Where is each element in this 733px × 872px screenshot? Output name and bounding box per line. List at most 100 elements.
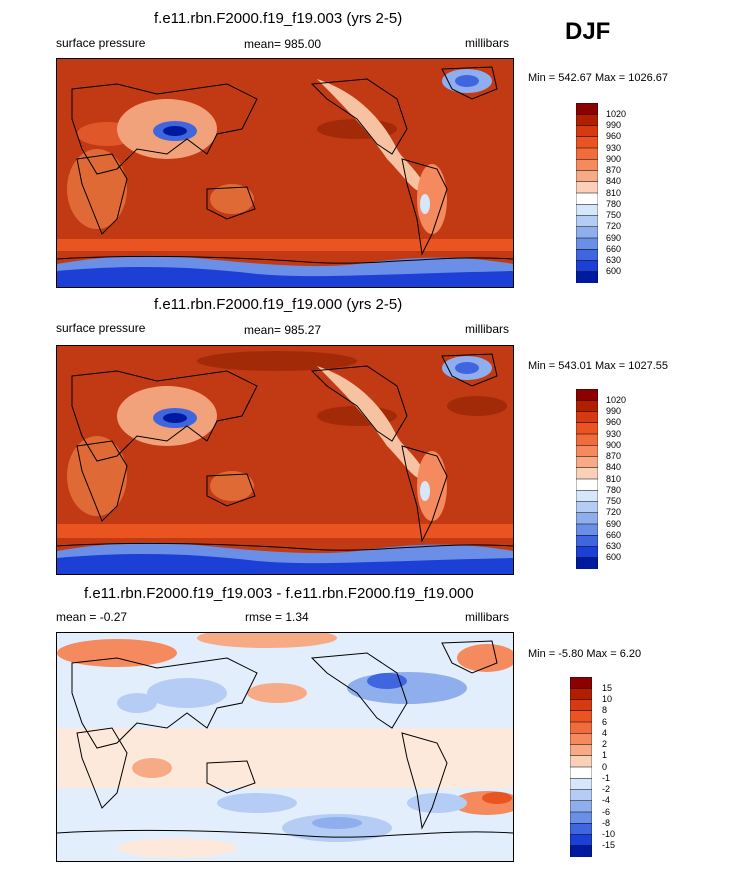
colorbar-swatch: [576, 433, 598, 446]
colorbar-swatch: [576, 249, 598, 262]
colorbar-swatch: [576, 557, 598, 569]
colorbar-label: 660: [606, 530, 622, 540]
colorbar-label: 750: [606, 210, 622, 220]
colorbar-swatch: [576, 411, 598, 424]
colorbar-label: 8: [602, 705, 608, 715]
colorbar-swatch: [570, 778, 592, 791]
panel1-mean-label: mean= 985.00: [244, 37, 322, 51]
colorbar-label: 840: [606, 462, 622, 472]
panel1-title: f.e11.rbn.F2000.f19_f19.003 (yrs 2-5): [154, 10, 403, 27]
colorbar-swatch: [570, 733, 592, 746]
colorbar-label: 15: [602, 683, 613, 693]
panel2-colorbar-swatches: [576, 389, 598, 569]
colorbar-label: 660: [606, 244, 622, 254]
panel3-colorbar-swatches: [570, 677, 592, 857]
colorbar-swatch: [576, 147, 598, 160]
colorbar-swatch: [570, 677, 592, 689]
colorbar-label: -4: [602, 795, 611, 805]
colorbar-swatch: [576, 226, 598, 239]
colorbar-label: 600: [606, 552, 622, 562]
colorbar-label: 2: [602, 739, 608, 749]
colorbar-swatch: [576, 114, 598, 127]
colorbar-swatch: [576, 260, 598, 273]
colorbar-label: 990: [606, 120, 622, 130]
panel1-colorbar: 1020 990 960 930 900 870 840 810 780 750…: [576, 103, 626, 283]
colorbar-label: 990: [606, 406, 622, 416]
colorbar-swatch: [570, 800, 592, 813]
colorbar-label: 780: [606, 199, 622, 209]
colorbar-label: 1: [602, 750, 608, 760]
colorbar-swatch: [576, 501, 598, 514]
panel2-map-field: [57, 346, 513, 574]
colorbar-swatch: [576, 192, 598, 205]
colorbar-swatch: [570, 721, 592, 734]
colorbar-swatch: [576, 490, 598, 503]
colorbar-label: 1020: [606, 109, 627, 119]
colorbar-swatch: [576, 170, 598, 183]
colorbar-label: -6: [602, 807, 611, 817]
colorbar-label: 0: [602, 762, 608, 772]
panel2-variable-label: surface pressure: [56, 321, 146, 335]
colorbar-swatch: [576, 125, 598, 138]
colorbar-swatch: [576, 523, 598, 536]
colorbar-swatch: [570, 834, 592, 847]
colorbar-swatch: [576, 535, 598, 548]
colorbar-swatch: [570, 744, 592, 757]
colorbar-label: 900: [606, 154, 622, 164]
colorbar-label: 4: [602, 728, 608, 738]
colorbar-swatch: [570, 845, 592, 857]
colorbar-label: 720: [606, 507, 622, 517]
panel1-minmax: Min = 542.67 Max = 1026.67: [528, 72, 669, 84]
colorbar-label: 960: [606, 131, 622, 141]
panel3-title: f.e11.rbn.F2000.f19_f19.003 - f.e11.rbn.…: [84, 585, 474, 602]
panel3-units-label: millibars: [465, 610, 510, 624]
panel2-title: f.e11.rbn.F2000.f19_f19.000 (yrs 2-5): [154, 296, 403, 313]
panel3-minmax: Min = -5.80 Max = 6.20: [528, 648, 642, 660]
colorbar-label: -1: [602, 773, 611, 783]
colorbar-label: 720: [606, 221, 622, 231]
colorbar-swatch: [576, 546, 598, 559]
panel3-rmse-label: rmse = 1.34: [245, 610, 309, 624]
colorbar-swatch: [576, 445, 598, 458]
panel2-units-label: millibars: [465, 322, 510, 336]
colorbar-label: 630: [606, 255, 622, 265]
colorbar-swatch: [576, 512, 598, 525]
panel3-map-field: [57, 633, 513, 861]
colorbar-label: -15: [602, 840, 616, 850]
colorbar-label: 690: [606, 233, 622, 243]
panel3-mean-label: mean = -0.27: [56, 610, 128, 624]
colorbar-swatch: [576, 237, 598, 250]
colorbar-swatch: [570, 699, 592, 712]
colorbar-swatch: [576, 389, 598, 401]
colorbar-swatch: [576, 478, 598, 491]
colorbar-label: -2: [602, 784, 611, 794]
colorbar-swatch: [570, 789, 592, 802]
colorbar-label: 960: [606, 417, 622, 427]
panel3-map: [56, 632, 514, 862]
colorbar-label: 930: [606, 143, 622, 153]
colorbar-swatch: [570, 823, 592, 836]
colorbar-label: 870: [606, 451, 622, 461]
colorbar-swatch: [576, 271, 598, 283]
panel1-map-field: [57, 59, 513, 287]
colorbar-label: 750: [606, 496, 622, 506]
panel2-mean-label: mean= 985.27: [244, 323, 322, 337]
colorbar-label: 1020: [606, 395, 627, 405]
panel1-variable-label: surface pressure: [56, 36, 146, 50]
colorbar-label: 6: [602, 717, 608, 727]
panel2-map: [56, 345, 514, 575]
colorbar-swatch: [570, 755, 592, 768]
colorbar-swatch: [576, 103, 598, 115]
colorbar-swatch: [576, 136, 598, 149]
colorbar-swatch: [576, 215, 598, 228]
colorbar-label: 600: [606, 266, 622, 276]
colorbar-swatch: [576, 422, 598, 435]
colorbar-swatch: [576, 400, 598, 413]
colorbar-swatch: [576, 204, 598, 217]
colorbar-label: 840: [606, 176, 622, 186]
panel3-colorbar: 15 10 8 6 4 2 1 0 -1 -2 -4 -6 -8 -10 -15: [570, 677, 615, 857]
panel2-colorbar: 1020 990 960 930 900 870 840 810 780 750…: [576, 389, 626, 569]
colorbar-swatch: [576, 467, 598, 480]
colorbar-label: 810: [606, 474, 622, 484]
colorbar-swatch: [570, 766, 592, 779]
